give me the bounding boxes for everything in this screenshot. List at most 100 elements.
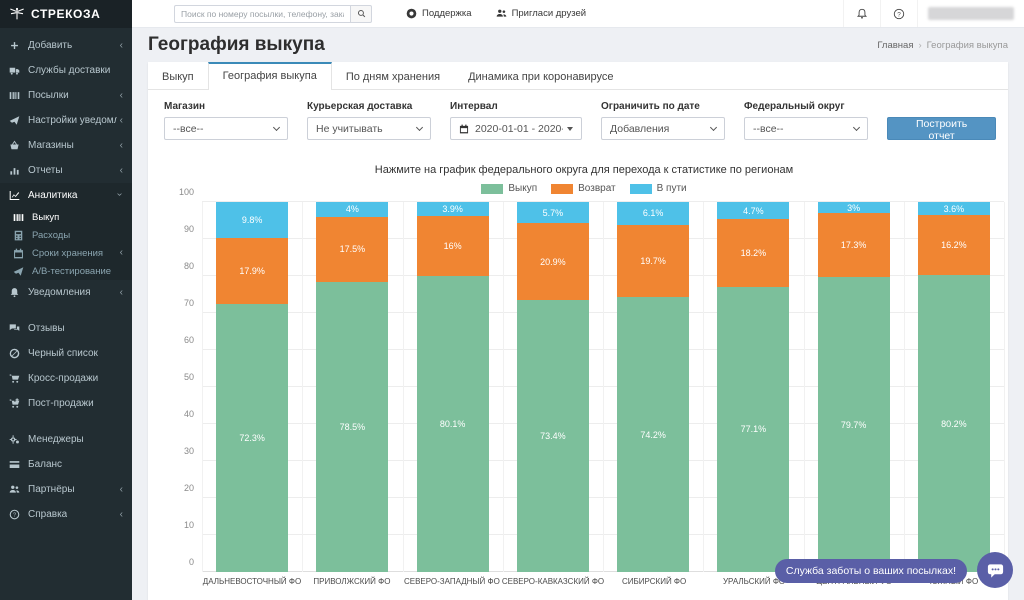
sidebar-item[interactable]: Партнёры ‹ [0, 477, 132, 502]
sidebar-item-label: Аналитика [28, 190, 78, 201]
chart-bar[interactable]: 4% 17.5% 78.5% [316, 202, 389, 572]
sidebar-item[interactable]: ? Справка ‹ [0, 502, 132, 527]
invite-friends-link[interactable]: Пригласи друзей [484, 0, 599, 27]
chart-bar[interactable]: 3% 17.3% 79.7% [817, 202, 890, 572]
bar-segment[interactable]: 17.9% [216, 238, 289, 305]
sidebar-subitem-label: Выкуп [32, 211, 60, 223]
calendar-icon [459, 124, 469, 133]
sidebar-subitem[interactable]: Выкуп [0, 208, 132, 226]
support-link[interactable]: Поддержка [394, 0, 484, 27]
bar-segment[interactable]: 77.1% [717, 286, 790, 572]
breadcrumb-home-link[interactable]: Главная [877, 39, 914, 51]
bar-segment[interactable]: 16.2% [917, 215, 990, 276]
main-column: Поддержка Пригласи друзей [132, 0, 1024, 600]
bar-segment[interactable]: 78.5% [316, 281, 389, 572]
sidebar-item[interactable]: Пост-продажи [0, 391, 132, 416]
search-button[interactable] [350, 4, 372, 23]
sidebar-item[interactable]: Отзывы [0, 316, 132, 341]
bar-segment[interactable]: 73.4% [516, 300, 589, 572]
chart-bar[interactable]: 9.8% 17.9% 72.3% [216, 202, 289, 572]
sidebar-item[interactable]: Баланс [0, 452, 132, 477]
search-input[interactable] [174, 4, 350, 23]
sidebar-subitem[interactable]: Сроки хранения ‹ [0, 244, 132, 262]
sidebar-item[interactable]: Аналитика ‹ [0, 183, 132, 208]
x-category-label: УРАЛЬСКИЙ ФО [722, 577, 786, 586]
sidebar-item[interactable]: Службы доставки [0, 58, 132, 83]
sidebar-item[interactable]: Настройки уведомлений‹ [0, 108, 132, 133]
chevron-down-icon [852, 123, 861, 131]
bar-segment[interactable]: 18.2% [717, 219, 790, 287]
sidebar-subitem[interactable]: А/В-тестирование [0, 262, 132, 280]
filter-select[interactable]: Не учитывать [307, 117, 431, 140]
bar-segment-label: 18.2% [740, 248, 767, 259]
bar-segment[interactable]: 3% [817, 202, 890, 214]
hamburger-menu-button[interactable] [132, 0, 162, 27]
filter-field: Интервал 2020-01-01 - 2020-10-13 [450, 101, 582, 140]
chat-button[interactable] [977, 552, 1013, 588]
bar-segment[interactable]: 19.7% [617, 224, 690, 298]
bar-segment-label: 6.1% [642, 208, 664, 219]
sidebar-submenu: Выкуп Расходы Сроки хранения ‹ А/В-тестирова… [0, 208, 132, 280]
legend-item[interactable]: Выкуп [481, 183, 537, 194]
sidebar-item-label: Отзывы [28, 323, 65, 334]
chart-bar[interactable]: 3.9% 16% 80.1% [416, 202, 489, 572]
chart-bar[interactable]: 5.7% 20.9% 73.4% [516, 202, 589, 572]
bar-segment[interactable]: 80.1% [416, 275, 489, 572]
sidebar-item[interactable]: Отчеты ‹ [0, 158, 132, 183]
chart-bar[interactable]: 6.1% 19.7% 74.2% [617, 202, 690, 572]
bar-segment[interactable]: 4% [316, 202, 389, 217]
filter-select[interactable]: Добавления [601, 117, 725, 140]
paper-plane-icon [13, 266, 24, 276]
bar-segment[interactable]: 74.2% [617, 297, 690, 572]
bar-segment[interactable]: 9.8% [216, 202, 289, 239]
select-value: --все-- [173, 122, 204, 135]
build-report-button[interactable]: Построить отчет [887, 117, 997, 142]
sidebar-item[interactable]: Кросс-продажи [0, 366, 132, 391]
filter-field: Курьерская доставка Не учитывать [307, 101, 431, 140]
chevron-down-icon [415, 123, 424, 131]
chart-bar[interactable]: 4.7% 18.2% 77.1% [717, 202, 790, 572]
bar-segment[interactable]: 17.3% [817, 213, 890, 278]
bar-segment[interactable]: 4.7% [717, 202, 790, 220]
chat-bubble-icon [987, 563, 1003, 578]
barcode-icon [13, 213, 24, 221]
date-range-input[interactable]: 2020-01-01 - 2020-10-13 [450, 117, 582, 140]
tab-2[interactable]: По дням хранения [345, 71, 441, 83]
legend-item[interactable]: Возврат [551, 183, 616, 194]
filter-select[interactable]: --все-- [744, 117, 868, 140]
sidebar-item[interactable]: Уведомления ‹ [0, 280, 132, 305]
notifications-button[interactable] [843, 0, 880, 27]
bar-segment-label: 5.7% [542, 207, 564, 218]
bar-segment[interactable]: 3.9% [416, 202, 489, 217]
sidebar-subitem[interactable]: Расходы [0, 226, 132, 244]
tab-3[interactable]: Динамика при коронавирусе [468, 71, 614, 83]
sidebar-item[interactable]: Добавить ‹ [0, 33, 132, 58]
bell-icon [856, 8, 868, 19]
bar-segment[interactable]: 80.2% [917, 275, 990, 572]
sidebar-item[interactable]: Черный список [0, 341, 132, 366]
sidebar-item[interactable]: Магазины ‹ [0, 133, 132, 158]
legend-item[interactable]: В пути [629, 183, 687, 194]
sidebar-item[interactable]: Менеджеры [0, 427, 132, 452]
bar-segment[interactable]: 16% [416, 216, 489, 276]
bar-segment[interactable]: 72.3% [216, 304, 289, 572]
tab-1[interactable]: География выкупа [207, 62, 332, 90]
tab-0[interactable]: Выкуп [162, 71, 194, 83]
logo[interactable]: СТРЕКОЗА [0, 0, 132, 28]
bar-segment[interactable]: 5.7% [516, 202, 589, 224]
bar-segment[interactable]: 79.7% [817, 277, 890, 572]
bar-segment[interactable]: 17.5% [316, 216, 389, 282]
basket-icon [10, 140, 19, 150]
sidebar-subitem-label: Расходы [32, 229, 71, 241]
chart-bar[interactable]: 3.6% 16.2% 80.2% [917, 202, 990, 572]
filter-select[interactable]: --все-- [164, 117, 288, 140]
help-button[interactable]: ? [880, 0, 917, 27]
x-category-label: ПРИВОЛЖСКИЙ ФО [313, 577, 391, 586]
bar-segment[interactable]: 6.1% [617, 202, 690, 225]
user-account-menu[interactable] [917, 0, 1024, 27]
bar-segment-label: 4.7% [743, 205, 764, 216]
sidebar-item[interactable]: Посылки ‹ [0, 83, 132, 108]
bar-segment[interactable]: 20.9% [516, 223, 589, 301]
bar-slot: 4.7% 18.2% 77.1% [703, 202, 803, 572]
bar-segment[interactable]: 3.6% [917, 202, 990, 216]
